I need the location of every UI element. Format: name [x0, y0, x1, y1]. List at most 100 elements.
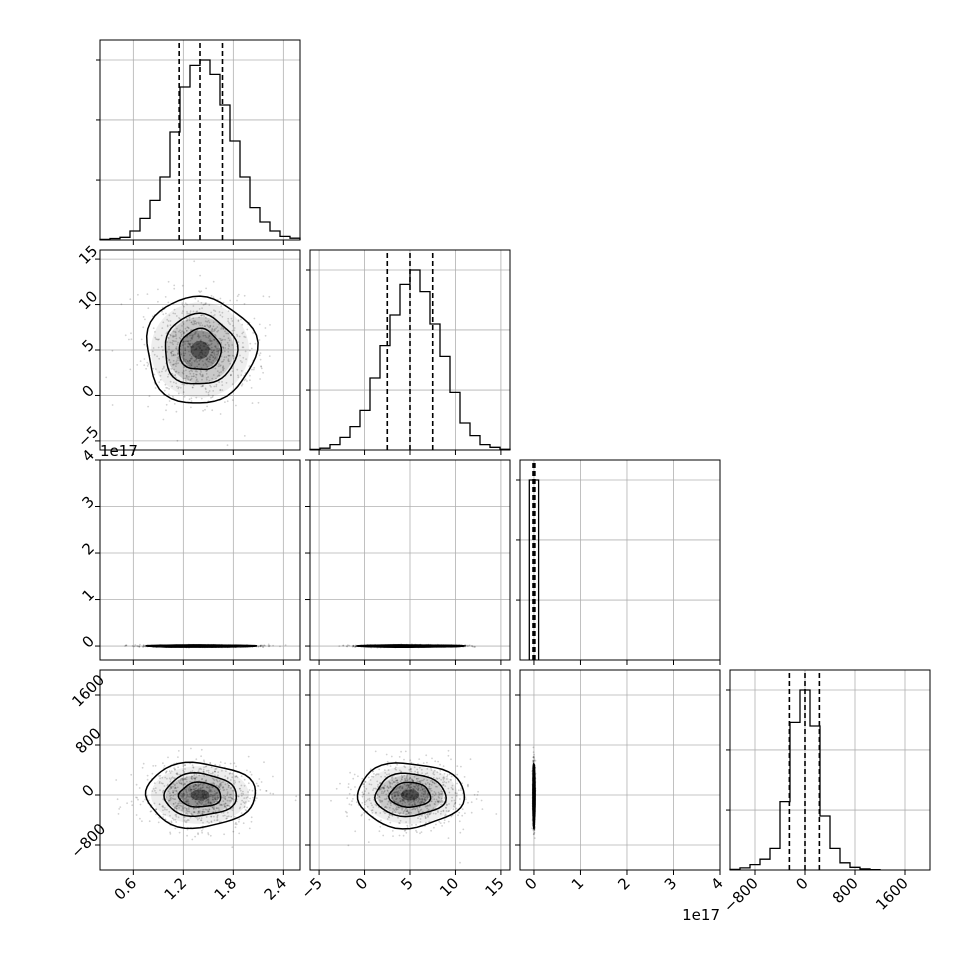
- sample-point: [369, 768, 372, 771]
- sample-point: [403, 765, 406, 768]
- sample-point: [204, 808, 207, 811]
- sample-point: [230, 374, 232, 377]
- sample-point: [131, 804, 134, 807]
- sample-point: [199, 291, 201, 294]
- sample-point: [386, 789, 389, 792]
- sample-point: [180, 335, 183, 337]
- sample-point: [212, 808, 215, 810]
- sample-point: [209, 801, 212, 804]
- sample-point: [249, 797, 252, 800]
- sample-point: [231, 846, 234, 849]
- sample-point: [194, 798, 197, 801]
- sample-point: [202, 384, 204, 387]
- sample-point: [214, 333, 216, 336]
- sample-point: [203, 790, 206, 793]
- sample-point: [227, 317, 230, 320]
- sample-point: [202, 795, 205, 798]
- sample-point: [171, 776, 174, 778]
- sample-point: [217, 350, 220, 353]
- sample-point: [202, 789, 204, 792]
- sample-point: [190, 788, 193, 791]
- sample-point: [397, 792, 399, 795]
- sample-point: [172, 794, 175, 797]
- sample-point: [532, 829, 535, 832]
- sample-point: [384, 784, 386, 787]
- sample-point: [192, 788, 195, 791]
- sample-point: [229, 779, 232, 781]
- sample-point: [395, 806, 398, 809]
- sample-point: [193, 375, 196, 377]
- sample-point: [174, 768, 177, 771]
- sample-point: [221, 384, 224, 386]
- sample-point: [419, 798, 422, 801]
- sample-point: [194, 297, 197, 300]
- sample-point: [167, 320, 170, 322]
- sample-point: [211, 409, 214, 412]
- sample-point: [245, 358, 248, 361]
- sample-point: [412, 780, 414, 782]
- sample-point: [384, 775, 386, 778]
- sample-point: [440, 797, 443, 800]
- sample-point: [158, 803, 161, 806]
- sample-point: [206, 321, 209, 323]
- sample-point: [175, 370, 178, 373]
- sample-point: [452, 788, 454, 791]
- sample-point: [206, 770, 208, 772]
- sample-point: [409, 777, 412, 779]
- sample-point: [184, 783, 187, 786]
- sample-point: [188, 365, 191, 367]
- sample-point: [396, 793, 399, 796]
- sample-point: [453, 806, 456, 808]
- sample-point: [213, 328, 216, 330]
- sample-point: [175, 333, 177, 336]
- sample-point: [388, 810, 391, 813]
- sample-point: [375, 811, 377, 814]
- sample-point: [220, 341, 223, 344]
- sample-point: [207, 769, 210, 772]
- sample-point: [399, 800, 402, 802]
- sample-point: [142, 644, 145, 647]
- sample-point: [189, 316, 191, 318]
- sample-point: [194, 835, 197, 838]
- sample-point: [237, 320, 240, 322]
- sample-point: [183, 778, 186, 780]
- sample-point: [214, 774, 216, 777]
- sample-point: [429, 804, 431, 807]
- sample-point: [224, 347, 227, 349]
- sample-point: [426, 761, 428, 764]
- sample-point: [201, 811, 204, 813]
- sample-point: [211, 351, 214, 354]
- sample-point: [404, 813, 407, 816]
- sample-point: [243, 778, 246, 781]
- sample-point: [394, 811, 397, 813]
- sample-point: [180, 805, 182, 807]
- sample-point: [191, 336, 194, 339]
- sample-point: [221, 367, 224, 369]
- sample-point: [402, 799, 404, 802]
- sample-point: [364, 781, 367, 783]
- sample-point: [398, 813, 401, 815]
- sample-point: [187, 340, 190, 342]
- sample-point: [251, 402, 254, 404]
- sample-point: [178, 781, 181, 784]
- sample-point: [451, 784, 454, 787]
- sample-point: [214, 346, 217, 349]
- sample-point: [192, 317, 195, 320]
- sample-point: [214, 798, 216, 800]
- sample-point: [426, 779, 428, 782]
- sample-point: [162, 356, 164, 358]
- sample-point: [431, 796, 434, 798]
- sample-point: [476, 794, 479, 796]
- sample-point: [212, 321, 215, 324]
- sample-point: [191, 335, 194, 338]
- sample-point: [401, 800, 403, 803]
- sample-point: [239, 354, 241, 357]
- sample-point: [201, 801, 204, 804]
- sample-point: [230, 797, 233, 799]
- sample-point: [418, 798, 421, 800]
- sample-point: [183, 395, 186, 398]
- sample-point: [210, 821, 213, 823]
- sample-point: [368, 799, 371, 802]
- sample-point: [201, 385, 204, 388]
- sample-point: [171, 342, 174, 344]
